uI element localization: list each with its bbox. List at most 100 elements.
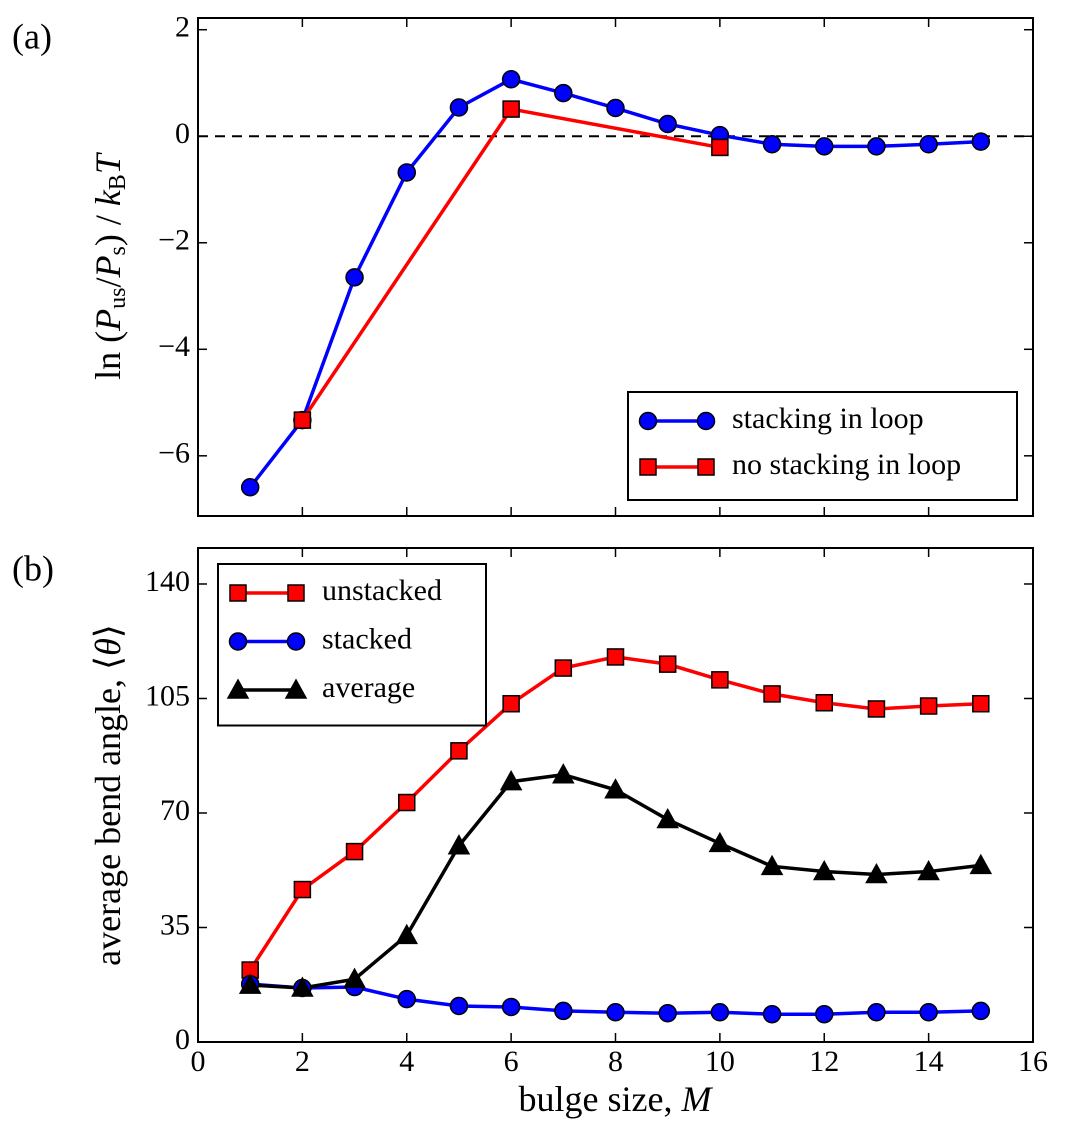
marker [760,854,784,876]
marker [552,763,575,784]
marker [815,693,833,712]
marker [812,860,836,881]
marker [696,411,716,431]
marker [638,411,658,431]
marker [972,694,990,713]
marker [501,70,521,89]
marker [287,584,305,602]
marker [397,163,416,182]
marker [499,770,523,791]
marker [397,989,416,1009]
marker [971,132,991,151]
series-line [300,107,721,422]
marker [867,137,886,156]
marker [606,1002,625,1022]
x-tick-label: 2 [295,1045,310,1078]
marker [762,134,782,154]
x-axis-label: bulge size, M [519,1079,714,1119]
marker [502,100,520,118]
x-tick-label: 12 [809,1045,839,1078]
marker [291,976,314,997]
x-tick-label: 4 [399,1045,414,1078]
label-part: s [105,246,131,255]
marker [658,655,677,673]
y-tick-label: −2 [158,224,190,257]
label-part: ) / [88,206,128,246]
label-part: M [680,1079,713,1119]
marker [815,1004,834,1024]
marker [502,694,520,713]
label-part: θ [88,638,128,656]
label-part: average bend angle, ⟨ [88,656,128,966]
marker [710,1002,730,1022]
marker [449,996,469,1016]
legend-box [627,391,1018,501]
axes-frame [197,17,1034,517]
marker [606,98,625,118]
marker [969,853,993,875]
label-part: P [88,309,128,332]
legend-label: average [322,671,415,704]
label-part: / [88,278,128,288]
label-part: us [105,288,131,309]
marker [604,778,627,799]
label-part: k [88,189,128,206]
label-part: T [88,151,128,174]
y-tick-label: −4 [158,330,190,363]
marker [711,138,729,157]
marker [763,685,781,703]
legend-label: unstacked [322,574,442,607]
marker [343,967,366,988]
marker [658,1003,677,1023]
x-tick-label: 8 [608,1045,623,1078]
marker [240,477,260,497]
marker [554,659,573,677]
marker [554,1001,573,1021]
marker [501,997,521,1017]
panel-label: (b) [12,548,54,588]
marker [919,134,938,154]
legend-label: no stacking in loop [732,448,961,481]
marker [450,742,468,760]
marker [345,842,364,861]
marker [345,268,364,287]
label-part: bulge size, [519,1079,682,1119]
marker [867,1002,886,1022]
y-tick-label: 140 [145,565,190,598]
marker [867,700,886,718]
x-tick-label: 0 [191,1045,206,1078]
marker [554,83,573,103]
marker [286,632,306,651]
y-tick-label: −6 [158,437,190,470]
marker [656,807,679,829]
marker [639,458,657,476]
marker [971,1001,991,1021]
marker [815,137,834,156]
legend-box [217,563,487,727]
x-tick-label: 16 [1018,1045,1048,1078]
marker [447,834,471,855]
marker [606,648,625,666]
label-part: P [88,256,128,279]
marker [708,831,732,853]
marker [229,584,247,602]
marker [293,411,312,429]
y-tick-label: 0 [175,117,190,150]
x-tick-label: 6 [504,1045,519,1078]
marker [398,793,416,812]
y-axis-label: ln (Pus/Ps) / kBT [88,151,130,380]
x-tick-label: 10 [705,1045,735,1078]
y-axis-label: average bend angle, ⟨θ⟩ [88,624,128,966]
marker [711,671,729,689]
marker [226,678,250,699]
marker [919,697,938,715]
label-part: ⟩ [88,624,128,638]
y-tick-label: 70 [160,794,190,827]
legend-label: stacking in loop [732,402,924,435]
marker [284,678,308,699]
marker [293,880,312,899]
marker [658,114,677,134]
axes-frame [197,547,1034,1043]
